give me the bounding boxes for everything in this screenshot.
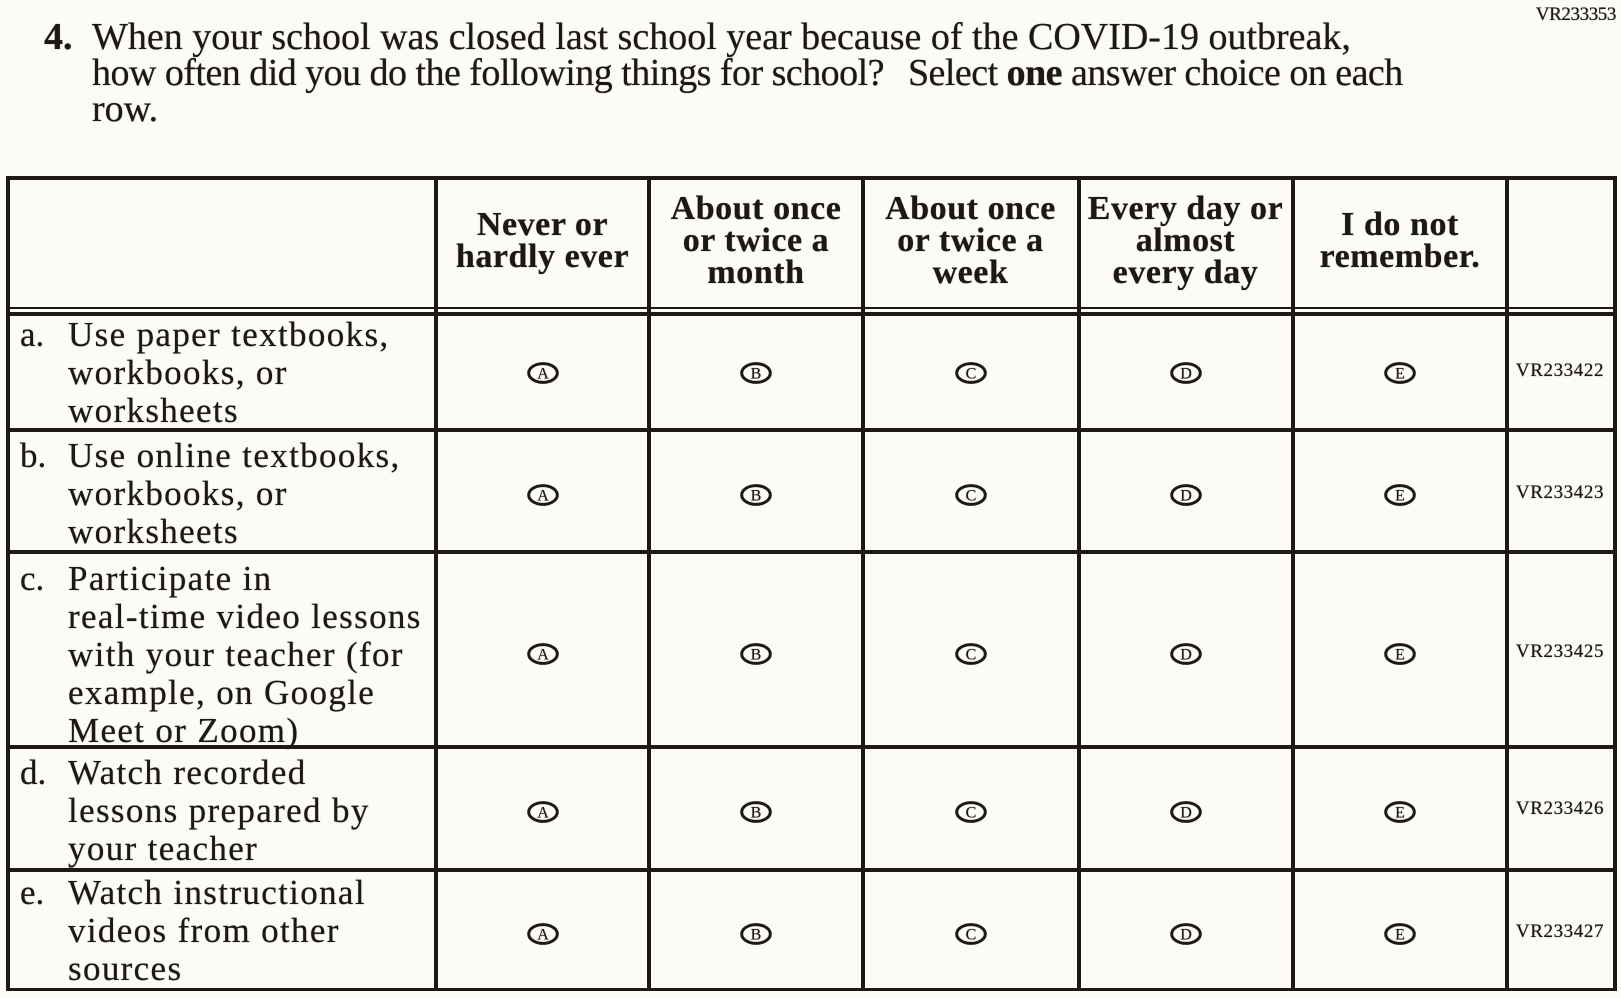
svg-text:A: A [537,805,549,822]
svg-text:D: D [1180,647,1192,664]
svg-text:B: B [751,647,762,664]
svg-text:D: D [1180,488,1192,505]
svg-text:A: A [537,488,549,505]
svg-text:C: C [965,927,976,944]
svg-text:C: C [965,647,976,664]
svg-text:B: B [751,927,762,944]
svg-text:D: D [1180,927,1192,944]
svg-text:C: C [965,488,976,505]
svg-text:E: E [1395,366,1405,383]
svg-text:B: B [751,805,762,822]
svg-text:E: E [1395,927,1405,944]
svg-text:C: C [965,805,976,822]
svg-text:D: D [1180,805,1192,822]
svg-text:A: A [537,366,549,383]
svg-text:E: E [1395,488,1405,505]
svg-text:D: D [1180,366,1192,383]
svg-text:B: B [751,488,762,505]
svg-text:A: A [537,647,549,664]
svg-text:E: E [1395,805,1405,822]
svg-text:B: B [751,366,762,383]
svg-text:A: A [537,927,549,944]
svg-text:E: E [1395,647,1405,664]
svg-text:C: C [965,366,976,383]
